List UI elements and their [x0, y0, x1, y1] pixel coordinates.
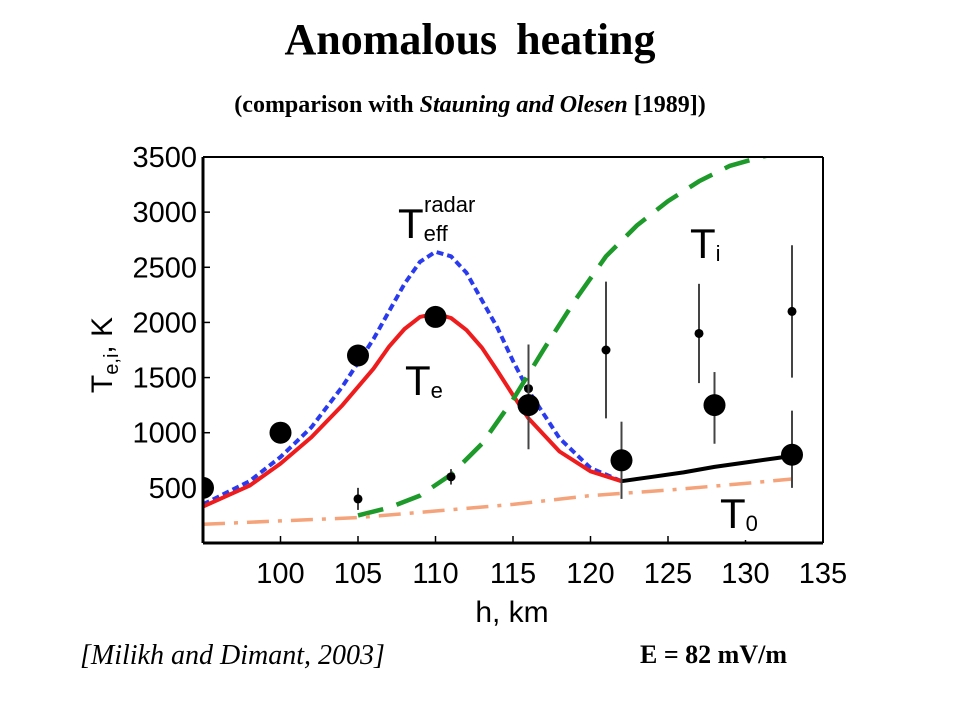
small-data-point [446, 472, 456, 482]
series-black-line [621, 453, 793, 484]
svg-text:Te: Te [405, 357, 443, 404]
large-data-point [347, 344, 369, 367]
large-data-point [610, 449, 633, 472]
curve-label-neutral: T0 [712, 488, 768, 540]
large-data-point [424, 305, 447, 328]
x-tick-label: 110 [412, 558, 458, 590]
x-axis-label: h, km [475, 596, 548, 629]
y-tick-label: 500 [149, 473, 197, 505]
y-tick-label: 3500 [132, 142, 197, 174]
large-data-point [703, 394, 726, 417]
x-tick-label: 135 [799, 558, 847, 590]
field-strength-label: E = 82 mV/m [640, 640, 787, 669]
large-data-point [517, 394, 540, 417]
citation: [Milikh and Dimant, 2003] [80, 640, 385, 671]
small-data-point [787, 306, 797, 316]
plot-area [203, 157, 803, 527]
small-data-point [353, 494, 363, 504]
large-data-point [781, 443, 803, 466]
axes-frame [201, 156, 824, 545]
svg-text:radar: radar [424, 192, 475, 217]
subtitle-suffix: [1989]) [627, 92, 706, 118]
y-tick-label: 2500 [132, 252, 197, 284]
x-tick-label: 100 [256, 558, 304, 590]
x-tick-label: 115 [490, 558, 536, 590]
svg-text:T0: T0 [720, 490, 758, 537]
x-tick-label: 120 [566, 558, 614, 590]
y-tick-label: 2000 [132, 307, 197, 339]
curve-label-electron: Te [405, 357, 443, 404]
tick-labels: 500 1000 1500 2000 2500 3000 3500 100 105 110 115 1… [132, 142, 847, 590]
svg-text:Ti: Ti [690, 220, 721, 267]
small-data-point [601, 345, 611, 355]
subtitle-italic: Stauning and Olesen [419, 92, 628, 118]
subtitle-prefix: (comparison with [234, 92, 420, 118]
y-axis-label: Te,i, K [86, 317, 123, 393]
page-subtitle: (comparison with Stauning and Olesen [19… [0, 92, 940, 119]
page-title: Anomalous heating [284, 15, 656, 64]
series-electron-line [203, 311, 623, 509]
x-tick-label: 125 [644, 558, 692, 590]
y-tick-label: 1500 [132, 363, 197, 395]
svg-text:Te,i, K: Te,i, K [86, 317, 123, 393]
curve-label-ion: Ti [690, 220, 721, 267]
series-neutral-line [203, 477, 793, 527]
large-data-point [269, 421, 292, 444]
y-tick-label: 3000 [132, 197, 197, 229]
svg-text:Teff: Teff [398, 200, 449, 247]
y-tick-label: 1000 [132, 418, 197, 450]
x-tick-label: 130 [721, 558, 769, 590]
x-tick-label: 105 [334, 558, 382, 590]
small-data-point [694, 328, 704, 338]
